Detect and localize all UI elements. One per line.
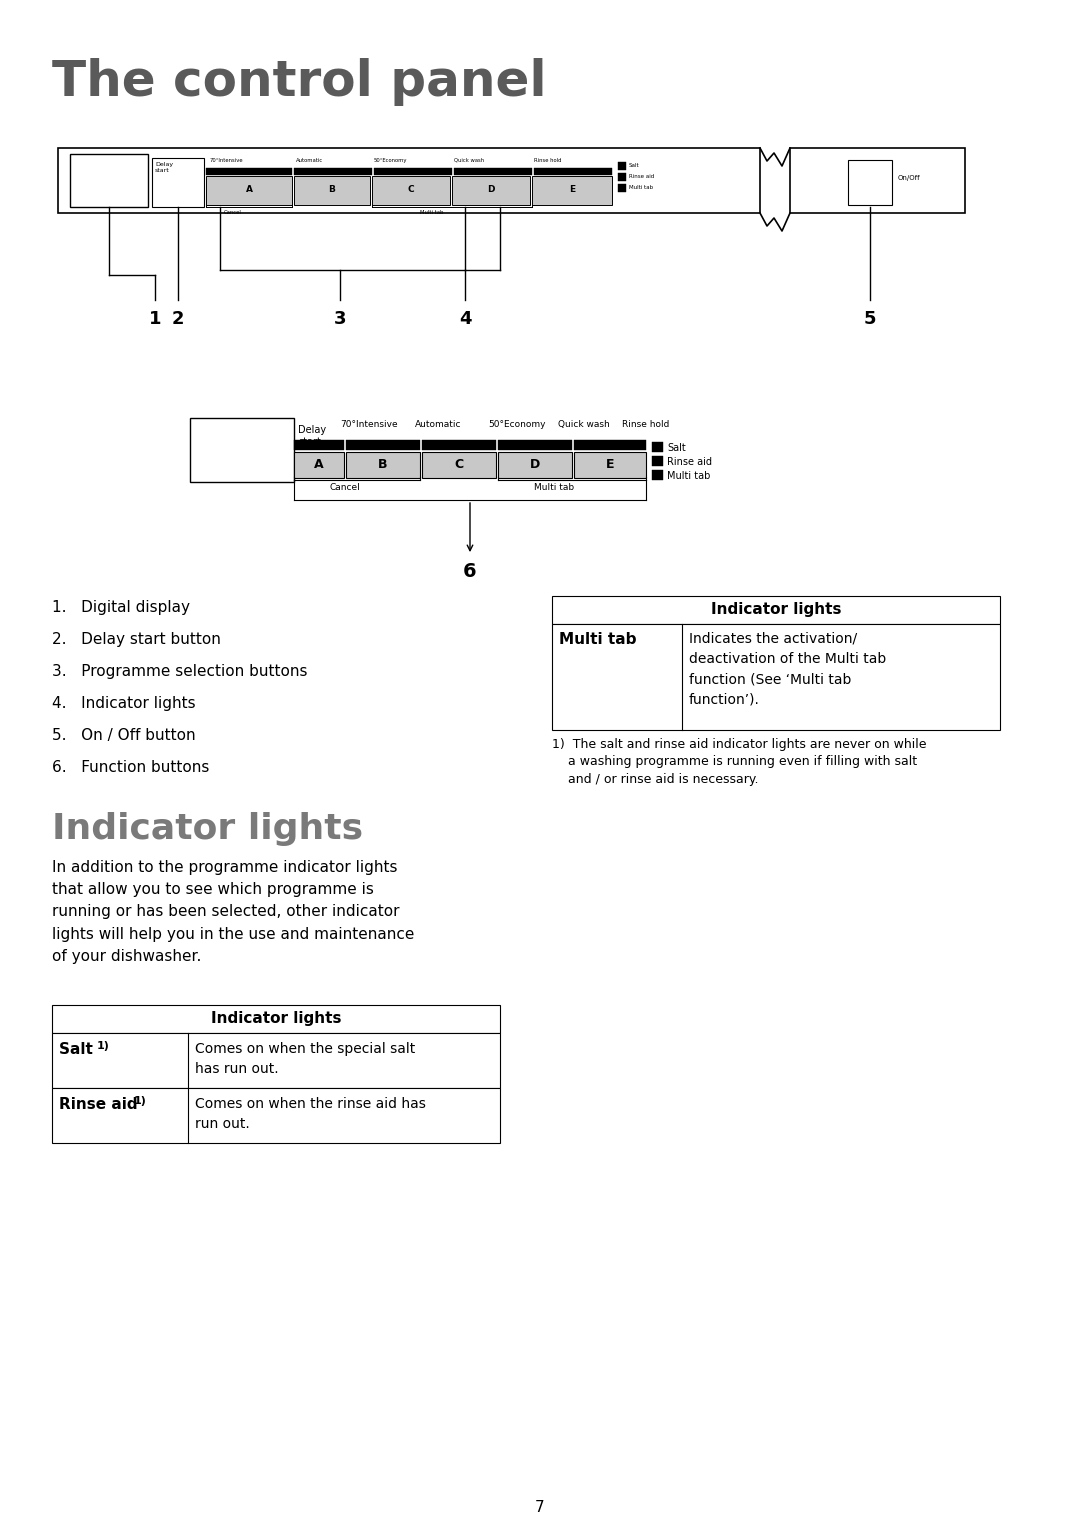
Polygon shape <box>52 1089 500 1144</box>
Polygon shape <box>70 154 148 206</box>
Text: 70°Intensive: 70°Intensive <box>210 157 244 164</box>
Polygon shape <box>552 624 1000 729</box>
Text: Multi tab: Multi tab <box>420 209 444 216</box>
Text: 4: 4 <box>459 310 471 329</box>
Polygon shape <box>453 176 530 205</box>
Text: Salt: Salt <box>667 443 686 453</box>
Text: Rinse hold: Rinse hold <box>622 420 670 430</box>
Text: 5.   On / Off button: 5. On / Off button <box>52 728 195 743</box>
Text: 50°Economy: 50°Economy <box>374 157 407 164</box>
Text: Indicator lights: Indicator lights <box>52 812 363 846</box>
Text: B: B <box>328 185 336 194</box>
Polygon shape <box>206 176 292 205</box>
Text: Delay
start: Delay start <box>298 425 326 446</box>
Text: Multi tab: Multi tab <box>629 185 653 190</box>
Text: 1): 1) <box>97 1041 110 1050</box>
Text: C: C <box>407 185 415 194</box>
Polygon shape <box>534 168 612 174</box>
Polygon shape <box>498 440 572 450</box>
Text: 1: 1 <box>149 310 161 329</box>
Polygon shape <box>190 417 294 482</box>
Polygon shape <box>294 168 372 174</box>
Text: Rinse aid: Rinse aid <box>667 457 712 466</box>
Text: Multi tab: Multi tab <box>534 483 575 492</box>
Text: D: D <box>487 185 495 194</box>
Text: 4.   Indicator lights: 4. Indicator lights <box>52 696 195 711</box>
Polygon shape <box>848 161 892 205</box>
Text: A: A <box>245 185 253 194</box>
Text: Rinse hold: Rinse hold <box>534 157 562 164</box>
Text: 50°Economy: 50°Economy <box>488 420 545 430</box>
Text: 2: 2 <box>172 310 185 329</box>
Text: 2.   Delay start button: 2. Delay start button <box>52 631 221 647</box>
Text: Salt: Salt <box>59 1041 98 1057</box>
Text: Rinse aid: Rinse aid <box>59 1096 143 1112</box>
Text: The control panel: The control panel <box>52 58 546 106</box>
Text: 70°Intensive: 70°Intensive <box>340 420 397 430</box>
Text: Automatic: Automatic <box>415 420 461 430</box>
Text: Indicator lights: Indicator lights <box>211 1011 341 1026</box>
Polygon shape <box>372 176 450 205</box>
Polygon shape <box>52 1034 500 1089</box>
Polygon shape <box>573 440 646 450</box>
Text: 1)  The salt and rinse aid indicator lights are never on while
    a washing pro: 1) The salt and rinse aid indicator ligh… <box>552 739 927 786</box>
Polygon shape <box>618 173 626 180</box>
Text: 6: 6 <box>463 563 476 581</box>
Text: E: E <box>606 457 615 471</box>
Text: 3.   Programme selection buttons: 3. Programme selection buttons <box>52 664 308 679</box>
Polygon shape <box>58 148 760 213</box>
Polygon shape <box>573 453 646 479</box>
Polygon shape <box>498 453 572 479</box>
Text: 1): 1) <box>134 1096 147 1105</box>
Text: B: B <box>378 457 388 471</box>
Polygon shape <box>454 168 532 174</box>
Text: In addition to the programme indicator lights
that allow you to see which progra: In addition to the programme indicator l… <box>52 859 415 963</box>
Polygon shape <box>294 440 345 450</box>
Text: 5: 5 <box>864 310 876 329</box>
Polygon shape <box>346 453 420 479</box>
Text: Indicates the activation/
deactivation of the Multi tab
function (See ‘Multi tab: Indicates the activation/ deactivation o… <box>689 631 887 706</box>
Text: Rinse aid: Rinse aid <box>629 174 654 179</box>
Text: 6.   Function buttons: 6. Function buttons <box>52 760 210 775</box>
Text: D: D <box>530 457 540 471</box>
Text: Cancel: Cancel <box>330 483 361 492</box>
Polygon shape <box>652 456 663 466</box>
Polygon shape <box>206 168 292 174</box>
Polygon shape <box>294 176 370 205</box>
Text: On/Off: On/Off <box>897 174 920 180</box>
Text: A: A <box>314 457 324 471</box>
Polygon shape <box>294 453 345 479</box>
Text: C: C <box>455 457 463 471</box>
Text: Cancel: Cancel <box>224 209 242 216</box>
Text: Quick wash: Quick wash <box>558 420 610 430</box>
Text: Indicator lights: Indicator lights <box>711 602 841 618</box>
Text: Comes on when the special salt
has run out.: Comes on when the special salt has run o… <box>195 1041 415 1076</box>
Text: Quick wash: Quick wash <box>454 157 484 164</box>
Polygon shape <box>422 440 496 450</box>
Text: 7: 7 <box>536 1500 544 1515</box>
Text: Delay
start: Delay start <box>156 162 173 173</box>
Text: Automatic: Automatic <box>296 157 323 164</box>
Text: Comes on when the rinse aid has
run out.: Comes on when the rinse aid has run out. <box>195 1096 426 1131</box>
Polygon shape <box>618 162 626 170</box>
Polygon shape <box>422 453 496 479</box>
Polygon shape <box>52 1005 500 1034</box>
Text: E: E <box>569 185 575 194</box>
Text: Multi tab: Multi tab <box>559 631 636 647</box>
Text: 1.   Digital display: 1. Digital display <box>52 599 190 615</box>
Polygon shape <box>152 157 204 206</box>
Polygon shape <box>552 596 1000 624</box>
Text: Salt: Salt <box>629 164 639 168</box>
Polygon shape <box>652 469 663 480</box>
Text: Multi tab: Multi tab <box>667 471 711 482</box>
Polygon shape <box>652 442 663 453</box>
Polygon shape <box>374 168 453 174</box>
Polygon shape <box>789 148 966 213</box>
Text: 3: 3 <box>334 310 347 329</box>
Polygon shape <box>618 183 626 193</box>
Polygon shape <box>532 176 612 205</box>
Polygon shape <box>346 440 420 450</box>
